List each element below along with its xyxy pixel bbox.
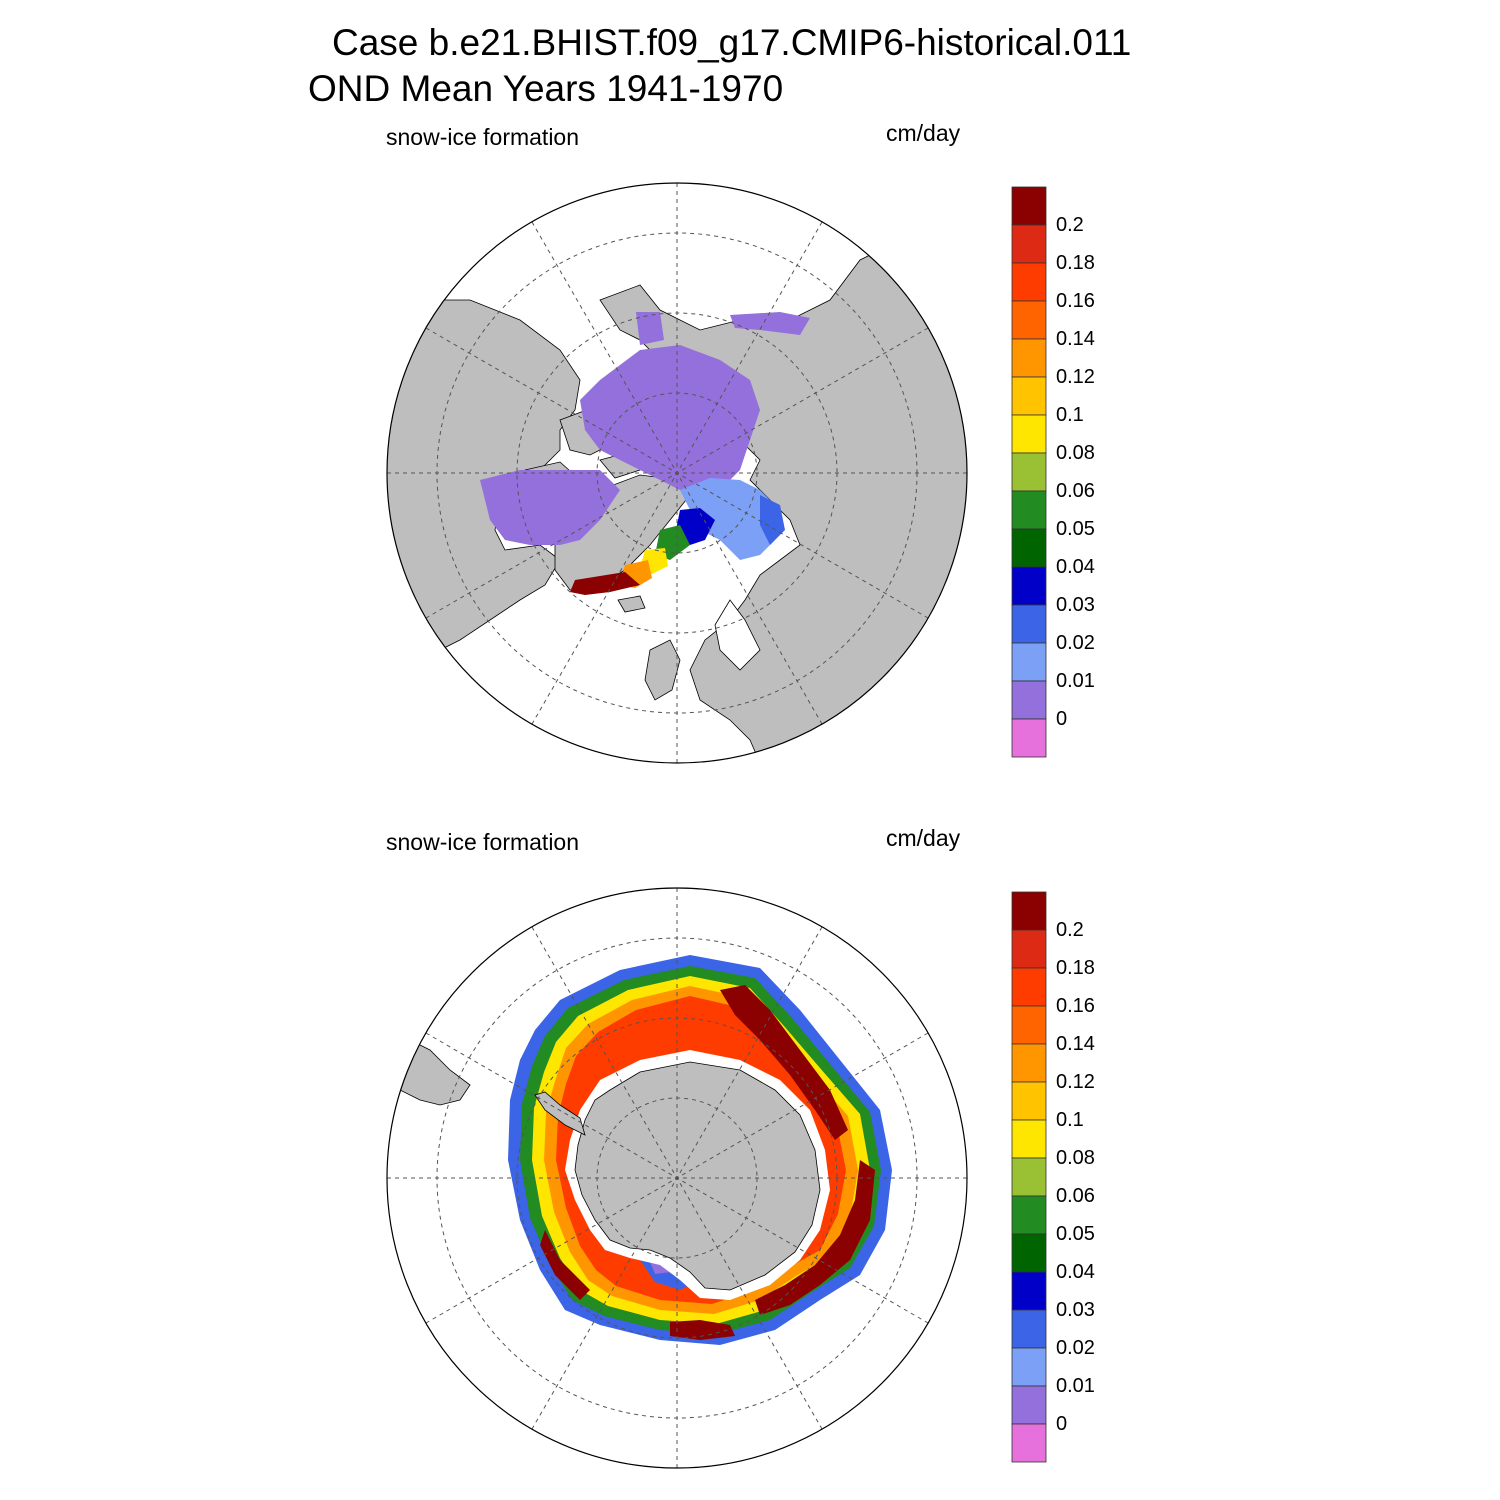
sh-ice-core-weddell — [720, 985, 848, 1140]
nh-colorbar-swatch — [1011, 490, 1047, 530]
sh-colorbar — [1011, 891, 1047, 1463]
nh-colorbar-tick-label: 0.05 — [1056, 518, 1095, 540]
nh-colorbar-swatch — [1011, 414, 1047, 454]
sh-colorbar-tick-label: 0.05 — [1056, 1223, 1095, 1245]
sh-colorbar-tick-label: 0.2 — [1056, 919, 1084, 941]
sh-map-border — [386, 887, 968, 1469]
nh-ice-canadian-archipelago — [480, 470, 620, 545]
sh-colorbar-swatch — [1011, 1309, 1047, 1349]
sh-colorbar-tick-label: 0 — [1056, 1413, 1068, 1435]
nh-colorbar — [1011, 186, 1047, 758]
nh-colorbar-swatch — [1011, 338, 1047, 378]
nh-colorbar-tick-label: 0.12 — [1056, 366, 1095, 388]
sh-colorbar-swatch — [1011, 1423, 1047, 1463]
nh-map-border — [386, 182, 968, 764]
sh-polar-map — [386, 887, 968, 1469]
sh-ice-core-pacific — [670, 1320, 735, 1340]
sh-colorbar-swatch — [1011, 967, 1047, 1007]
sh-colorbar-tick-label: 0.1 — [1056, 1109, 1084, 1131]
nh-colorbar-swatch — [1011, 642, 1047, 682]
nh-land-iceland — [617, 595, 646, 613]
nh-variable-label: snow-ice formation — [386, 124, 580, 150]
sh-colorbar-tick-label: 0.01 — [1056, 1375, 1095, 1397]
nh-colorbar-swatch — [1011, 566, 1047, 606]
sh-ice-core-bellingshausen — [540, 1230, 590, 1300]
sh-colorbar-tick-label: 0.03 — [1056, 1299, 1095, 1321]
sh-colorbar-swatch — [1011, 929, 1047, 969]
nh-sea-baltic — [714, 599, 761, 671]
nh-colorbar-tick-label: 0.2 — [1056, 214, 1084, 236]
nh-ice-barents-lowvalues — [680, 478, 780, 560]
nh-colorbar-tick-label: 0.03 — [1056, 594, 1095, 616]
nh-colorbar-swatch — [1011, 186, 1047, 226]
sh-variable-label: snow-ice formation — [386, 829, 580, 855]
nh-graticule — [387, 183, 967, 763]
nh-colorbar-tick-label: 0.02 — [1056, 632, 1095, 654]
nh-colorbar-swatch — [1011, 718, 1047, 758]
sh-ice-core-indian — [755, 1160, 875, 1315]
sh-colorbar-tick-label: 0.16 — [1056, 995, 1095, 1017]
nh-colorbar-swatch — [1011, 376, 1047, 416]
sh-colorbar-swatch — [1011, 1347, 1047, 1387]
nh-colorbar-tick-label: 0.06 — [1056, 480, 1095, 502]
nh-colorbar-swatch — [1011, 604, 1047, 644]
sh-colorbar-swatch — [1011, 1271, 1047, 1311]
nh-colorbar-swatch — [1011, 224, 1047, 264]
sh-colorbar-swatch — [1011, 891, 1047, 931]
nh-colorbar-tick-label: 0.16 — [1056, 290, 1095, 312]
nh-land-british-isles — [644, 639, 681, 701]
sh-colorbar-tick-label: 0.06 — [1056, 1185, 1095, 1207]
sh-colorbar-tick-label: 0.18 — [1056, 957, 1095, 979]
sh-colorbar-tick-label: 0.04 — [1056, 1261, 1095, 1283]
sh-colorbar-swatch — [1011, 1119, 1047, 1159]
nh-colorbar-tick-label: 0 — [1056, 708, 1068, 730]
nh-polar-map — [386, 182, 968, 764]
nh-ice-greenland-sea-red — [570, 572, 640, 595]
nh-colorbar-tick-label: 0.01 — [1056, 670, 1095, 692]
nh-colorbar-swatch — [1011, 452, 1047, 492]
nh-colorbar-swatch — [1011, 262, 1047, 302]
nh-ice-bering — [636, 312, 810, 345]
nh-colorbar-swatch — [1011, 680, 1047, 720]
sh-colorbar-swatch — [1011, 1157, 1047, 1197]
sh-colorbar-swatch — [1011, 1005, 1047, 1045]
sh-colorbar-tick-label: 0.14 — [1056, 1033, 1095, 1055]
sh-graticule — [387, 888, 967, 1468]
figure-title-line2: OND Mean Years 1941-1970 — [308, 68, 784, 109]
nh-colorbar-tick-label: 0.18 — [1056, 252, 1095, 274]
sh-colorbar-swatch — [1011, 1043, 1047, 1083]
nh-units-label: cm/day — [886, 120, 961, 146]
sh-units-label: cm/day — [886, 825, 961, 851]
sh-colorbar-swatch — [1011, 1081, 1047, 1121]
figure-title-line1: Case b.e21.BHIST.f09_g17.CMIP6-historica… — [332, 22, 1132, 63]
sh-land-antarctica — [574, 1061, 821, 1291]
nh-ice-barents-mid — [760, 495, 785, 545]
sh-colorbar-tick-label: 0.12 — [1056, 1071, 1095, 1093]
sh-colorbar-tick-label: 0.02 — [1056, 1337, 1095, 1359]
nh-colorbar-swatch — [1011, 300, 1047, 340]
sh-colorbar-swatch — [1011, 1195, 1047, 1235]
nh-colorbar-tick-label: 0.04 — [1056, 556, 1095, 578]
sh-land-antarctic-peninsula — [534, 1091, 586, 1136]
nh-colorbar-tick-label: 0.1 — [1056, 404, 1084, 426]
sh-colorbar-swatch — [1011, 1233, 1047, 1273]
sh-colorbar-tick-label: 0.08 — [1056, 1147, 1095, 1169]
sh-colorbar-swatch — [1011, 1385, 1047, 1425]
nh-colorbar-tick-label: 0.08 — [1056, 442, 1095, 464]
nh-colorbar-tick-label: 0.14 — [1056, 328, 1095, 350]
nh-colorbar-swatch — [1011, 528, 1047, 568]
